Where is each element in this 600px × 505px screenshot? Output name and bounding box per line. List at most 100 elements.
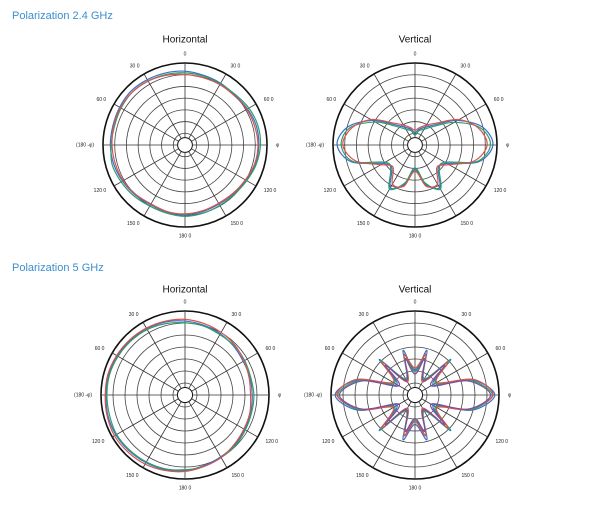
angle-tick-label: 150 0 xyxy=(127,221,140,227)
angle-tick-label: φ xyxy=(508,392,512,398)
grid-spoke xyxy=(113,103,179,142)
angle-tick-label: 0 xyxy=(414,51,417,57)
angle-tick-label: (180 -φ) xyxy=(74,392,92,398)
grid-spoke xyxy=(112,352,179,392)
angle-tick-label: 30 0 xyxy=(130,64,140,70)
grid-spoke xyxy=(142,322,182,389)
angle-tick-label: 30 0 xyxy=(129,312,139,318)
section-heading: Polarization 5 GHz xyxy=(12,262,104,274)
angle-tick-label: 150 0 xyxy=(462,473,475,479)
polar-chart: Horizontal 0 30 0 60 0 φ 120 0 150 0 180 0 150 0… xyxy=(74,285,282,492)
grid-spoke xyxy=(191,352,258,392)
pattern-curve xyxy=(111,73,259,215)
grid-spoke xyxy=(112,398,179,438)
grid-spoke xyxy=(421,398,488,438)
angle-tick-label: 60 0 xyxy=(496,346,506,352)
angle-tick-label: 120 0 xyxy=(264,188,277,194)
angle-tick-label: 150 0 xyxy=(126,473,139,479)
grid-spoke xyxy=(372,322,412,389)
angle-tick-label: 120 0 xyxy=(496,439,509,445)
grid-spoke xyxy=(191,398,258,438)
angle-tick-label: 30 0 xyxy=(232,312,242,318)
angle-tick-label: (180 -φ) xyxy=(76,142,94,148)
grid-spoke xyxy=(188,322,228,389)
angle-tick-label: 60 0 xyxy=(325,346,335,352)
angle-tick-label: 0 xyxy=(414,299,417,305)
pattern-curve xyxy=(110,72,262,217)
pattern-curve xyxy=(106,321,255,471)
angle-tick-label: 60 0 xyxy=(494,97,504,103)
pattern-curve xyxy=(109,70,260,216)
angle-tick-label: 60 0 xyxy=(266,346,276,352)
pattern-curve xyxy=(338,357,492,433)
angle-tick-label: 150 0 xyxy=(356,473,369,479)
grid-ring xyxy=(407,137,423,153)
angle-tick-label: 30 0 xyxy=(359,312,369,318)
angle-tick-label: 30 0 xyxy=(360,64,370,70)
angle-tick-label: 60 0 xyxy=(326,97,336,103)
angle-tick-label: 30 0 xyxy=(461,64,471,70)
angle-tick-label: 180 0 xyxy=(179,233,192,239)
grid-spoke xyxy=(372,401,412,468)
grid-spoke xyxy=(142,401,182,468)
angle-tick-label: (180 -φ) xyxy=(304,392,322,398)
angle-tick-label: 0 xyxy=(184,299,187,305)
chart-title: Vertical xyxy=(399,285,432,296)
pattern-curve xyxy=(105,320,253,472)
polar-chart: Horizontal 0 30 0 60 0 φ 120 0 150 0 180 0 150 0… xyxy=(76,35,280,240)
angle-tick-label: 60 0 xyxy=(95,346,105,352)
grid-spoke xyxy=(421,148,487,187)
grid-spoke xyxy=(418,401,458,468)
pattern-curve xyxy=(337,353,493,437)
angle-tick-label: φ xyxy=(276,142,280,148)
grid-spoke xyxy=(143,73,182,139)
grid-spoke xyxy=(421,352,488,392)
angle-tick-label: 30 0 xyxy=(462,312,472,318)
pattern-curve xyxy=(342,118,488,188)
polar-chart: Vertical 0 30 0 60 0 φ 120 0 150 0 180 0 150 0 12… xyxy=(306,35,510,240)
pattern-curve xyxy=(104,318,252,473)
angle-tick-label: 120 0 xyxy=(94,188,107,194)
chart-title: Vertical xyxy=(399,35,432,46)
grid-spoke xyxy=(342,398,409,438)
angle-tick-label: 60 0 xyxy=(264,97,274,103)
angle-tick-label: 180 0 xyxy=(179,485,192,491)
grid-spoke xyxy=(188,151,227,217)
angle-tick-label: 120 0 xyxy=(92,439,105,445)
angle-tick-label: 120 0 xyxy=(266,439,279,445)
grid-ring xyxy=(177,137,193,153)
grid-spoke xyxy=(342,352,409,392)
angle-tick-label: 180 0 xyxy=(409,485,422,491)
chart-title: Horizontal xyxy=(162,285,207,296)
angle-tick-label: φ xyxy=(278,392,282,398)
angle-tick-label: 30 0 xyxy=(231,64,241,70)
angle-tick-label: φ xyxy=(506,142,510,148)
angle-tick-label: 0 xyxy=(184,51,187,57)
pattern-curve xyxy=(334,349,496,441)
grid-spoke xyxy=(343,148,409,187)
pattern-curve xyxy=(340,121,492,191)
angle-tick-label: 150 0 xyxy=(231,221,244,227)
grid-spoke xyxy=(113,148,179,187)
angle-tick-label: 150 0 xyxy=(357,221,370,227)
polar-chart: Vertical 0 30 0 60 0 φ 120 0 150 0 180 0 150 0 12… xyxy=(304,285,512,492)
grid-spoke xyxy=(418,322,458,389)
section-heading: Polarization 2.4 GHz xyxy=(12,10,113,22)
pattern-curve xyxy=(336,119,494,190)
angle-tick-label: 120 0 xyxy=(324,188,337,194)
pattern-curve xyxy=(336,353,494,437)
angle-tick-label: (180 -φ) xyxy=(306,142,324,148)
angle-tick-label: 150 0 xyxy=(232,473,245,479)
angle-tick-label: 180 0 xyxy=(409,233,422,239)
angle-tick-label: 150 0 xyxy=(461,221,474,227)
grid-ring xyxy=(406,386,424,404)
grid-spoke xyxy=(143,151,182,217)
angle-tick-label: 60 0 xyxy=(96,97,106,103)
grid-spoke xyxy=(191,103,257,142)
grid-spoke xyxy=(343,103,409,142)
angle-tick-label: 120 0 xyxy=(322,439,335,445)
angle-tick-label: 120 0 xyxy=(494,188,507,194)
grid-ring xyxy=(176,386,194,404)
chart-title: Horizontal xyxy=(162,35,207,46)
